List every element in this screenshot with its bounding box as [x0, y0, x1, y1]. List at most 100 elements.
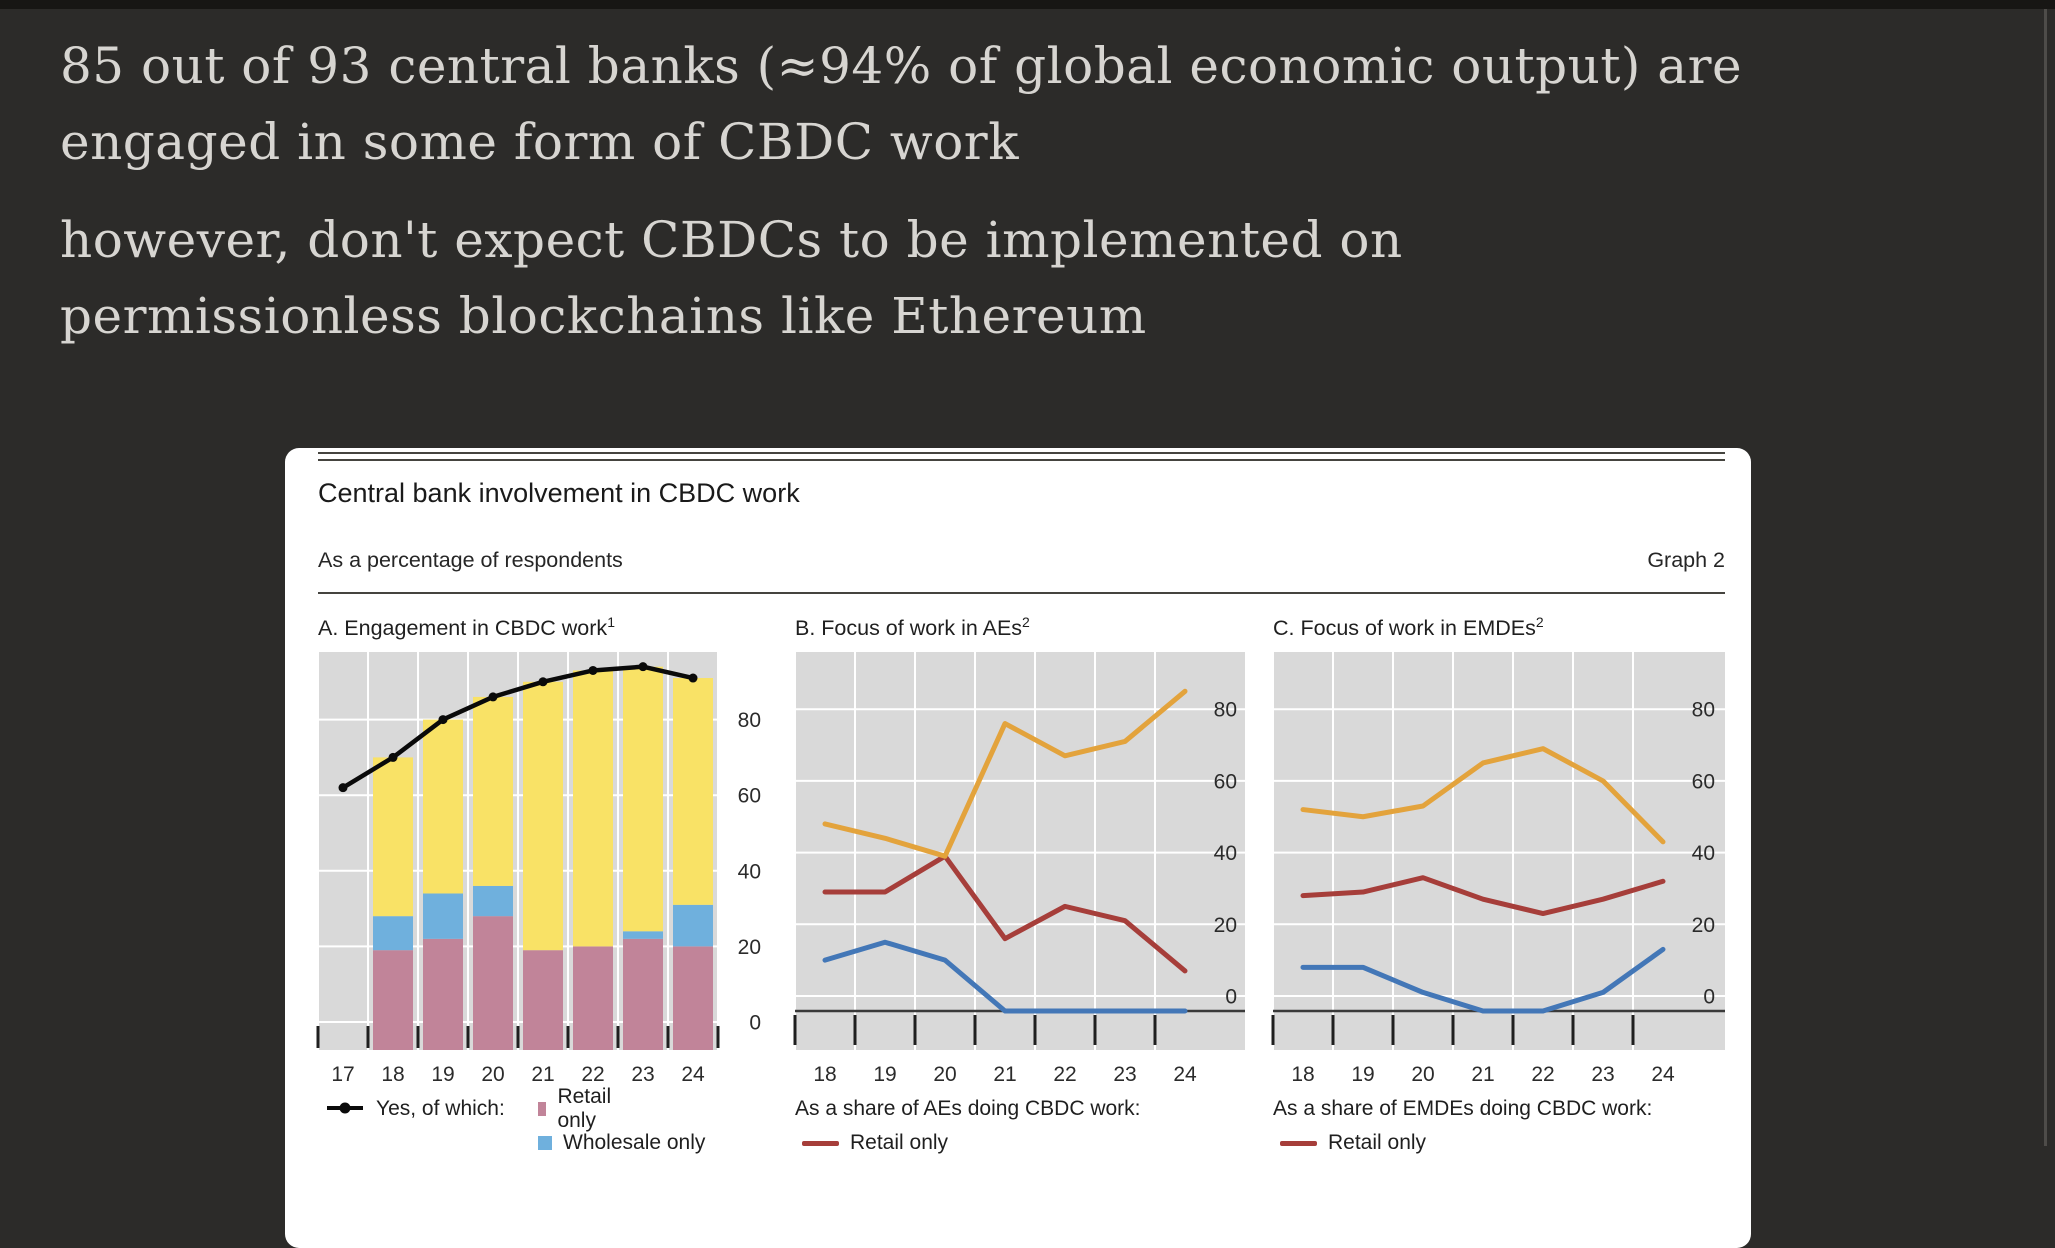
graph-number-label: Graph 2	[1647, 548, 1725, 572]
y-tick-label: 20	[1692, 914, 1715, 937]
bar-segment	[523, 681, 563, 951]
line-point-marker	[488, 692, 498, 702]
panel-c-legend-row-2: Retail only	[1280, 1130, 1426, 1156]
x-tick-label: 19	[873, 1063, 896, 1086]
bar-segment	[423, 893, 463, 939]
panel-c-footnote-marker: 2	[1535, 614, 1544, 630]
x-tick-label: 23	[631, 1063, 654, 1086]
graph-card: Central bank involvement in CBDC work As…	[285, 448, 1751, 1248]
legend-item-yes: Yes, of which:	[325, 1097, 505, 1121]
x-tick-label: 19	[1351, 1063, 1374, 1086]
legend-item-wholesale-a: Wholesale only	[538, 1131, 705, 1155]
y-tick-label: 80	[738, 709, 761, 732]
x-tick-label: 22	[1053, 1063, 1076, 1086]
line-point-marker	[588, 665, 598, 675]
panel-b-legend-row-2: Retail only	[802, 1130, 948, 1156]
retail-swatch-icon	[538, 1102, 547, 1116]
y-tick-label: 80	[1692, 699, 1715, 722]
series-line	[1300, 946, 1666, 1014]
x-tick-label: 24	[681, 1063, 705, 1086]
bar-segment	[573, 670, 613, 947]
x-tick-label: 18	[813, 1063, 836, 1086]
y-tick-label: 80	[1214, 699, 1237, 722]
series-line	[822, 688, 1188, 859]
plot-area	[795, 652, 1245, 1050]
graph-subtitle: As a percentage of respondents	[318, 548, 623, 572]
legend-item-retail-b: Retail only	[802, 1131, 948, 1155]
graph-title: Central bank involvement in CBDC work	[318, 478, 800, 508]
bar-segment	[673, 946, 713, 1050]
slide-headline: 85 out of 93 central banks (≈94% of glob…	[60, 28, 1742, 180]
y-tick-label: 60	[1692, 770, 1715, 793]
panel-b-plot: 0 20 40 60 80 18 19 20 21 22 23 24	[793, 652, 1245, 1086]
retail-line-marker-icon	[802, 1140, 839, 1146]
series-line	[822, 853, 1188, 974]
bar-segment	[473, 916, 513, 1050]
retail-line-marker-icon	[1280, 1140, 1317, 1146]
x-tick-label: 17	[331, 1063, 354, 1086]
y-tick-label: 20	[1214, 914, 1237, 937]
bar-segment	[473, 885, 513, 917]
bar-segment	[673, 904, 713, 947]
bar-segment	[473, 696, 513, 886]
bar-segment	[373, 916, 413, 951]
wholesale-swatch-icon	[538, 1136, 552, 1150]
legend-label-retail-c: Retail only	[1328, 1131, 1427, 1154]
bar-segment	[423, 719, 463, 894]
x-tick-label: 21	[1471, 1063, 1494, 1086]
bar-segment	[623, 931, 663, 939]
x-tick-label: 18	[381, 1063, 404, 1086]
headline-line-1: 85 out of 93 central banks (≈94% of glob…	[60, 37, 1743, 95]
legend-label-retail-b: Retail only	[850, 1131, 949, 1154]
series-line	[340, 664, 696, 790]
subheadline-line-1: however, don't expect CBDCs to be implem…	[60, 211, 1403, 269]
legend-item-retail-c: Retail only	[1280, 1131, 1426, 1155]
x-tick-label: 20	[1411, 1063, 1434, 1086]
series-line	[1300, 746, 1666, 845]
panel-b-footnote-marker: 2	[1022, 614, 1030, 630]
series-line	[822, 939, 1188, 1014]
plot-area	[1273, 652, 1725, 1050]
line-point-marker	[688, 673, 698, 683]
legend-label-retail-a: Retail only	[557, 1085, 612, 1132]
window-right-edge-line	[2044, 9, 2047, 1146]
x-tick-label: 23	[1591, 1063, 1614, 1086]
bar-segment	[623, 666, 663, 932]
x-tick-label: 22	[1531, 1063, 1554, 1086]
x-tick-label: 20	[933, 1063, 956, 1086]
series-line	[1300, 875, 1666, 917]
x-tick-label: 23	[1113, 1063, 1136, 1086]
headline-line-2: engaged in some form of CBDC work	[60, 113, 1020, 171]
graph-header-rule	[318, 592, 1725, 594]
panel-c-legend-heading: As a share of EMDEs doing CBDC work:	[1273, 1097, 1653, 1120]
graph-subtitle-row: As a percentage of respondents Graph 2	[318, 548, 1725, 573]
legend-label-yes: Yes, of which:	[376, 1097, 505, 1120]
bar-segment	[523, 950, 563, 1050]
panel-a-title: A. Engagement in CBDC work1	[318, 614, 615, 641]
y-tick-label: 40	[1692, 842, 1715, 865]
line-point-marker	[638, 662, 648, 672]
x-tick-label: 21	[531, 1063, 554, 1086]
y-tick-label: 0	[749, 1012, 761, 1035]
line-dot-marker-icon	[325, 1097, 365, 1121]
slide-subheadline: however, don't expect CBDCs to be implem…	[60, 202, 1403, 354]
x-tick-label: 20	[481, 1063, 504, 1086]
panel-b-legend-heading: As a share of AEs doing CBDC work:	[795, 1097, 1141, 1120]
y-tick-label: 20	[738, 936, 761, 959]
panel-a-plot: 0 20 40 60 80 17 18 19 20 21 22 23 24	[316, 652, 761, 1086]
bar-segment	[423, 938, 463, 1050]
line-point-marker	[388, 752, 398, 762]
bar-segment	[623, 938, 663, 1050]
y-tick-label: 0	[1703, 986, 1715, 1009]
x-tick-label: 18	[1291, 1063, 1314, 1086]
y-tick-label: 60	[1214, 770, 1237, 793]
subheadline-line-2: permissionless blockchains like Ethereum	[60, 287, 1147, 345]
line-point-marker	[338, 783, 348, 793]
panel-c-plot: 0 20 40 60 80 18 19 20 21 22 23 24	[1271, 652, 1725, 1086]
plot-area	[318, 652, 718, 1050]
bar-segment	[673, 678, 713, 905]
bar-segment	[373, 757, 413, 917]
x-tick-label: 19	[431, 1063, 454, 1086]
graph-top-double-rule	[318, 452, 1725, 461]
panel-a-legend-row-1: Yes, of which: Retail only	[325, 1085, 611, 1132]
